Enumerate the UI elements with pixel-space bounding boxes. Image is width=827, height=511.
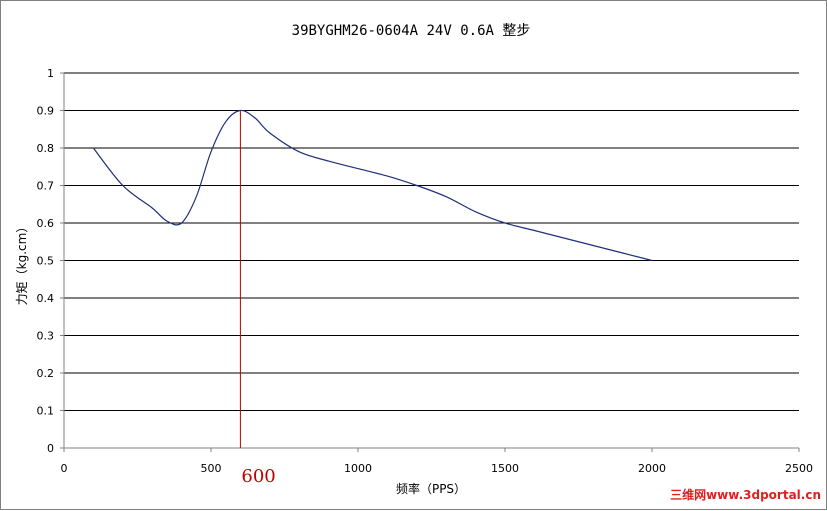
y-tick-label: 0.5 bbox=[37, 255, 55, 268]
x-tick-label: 1500 bbox=[491, 462, 519, 475]
y-tick-label: 0.9 bbox=[37, 105, 55, 118]
axes bbox=[60, 72, 800, 452]
y-tick-label: 0.1 bbox=[37, 405, 55, 418]
y-tick-label: 0.4 bbox=[37, 292, 55, 305]
series-line bbox=[92, 109, 653, 262]
y-tick-label: 0.7 bbox=[37, 180, 55, 193]
x-tick-label: 500 bbox=[201, 462, 222, 475]
x-tick-label: 2000 bbox=[638, 462, 666, 475]
x-tick-label: 2500 bbox=[785, 462, 813, 475]
y-tick-label: 0.8 bbox=[37, 142, 55, 155]
y-tick-label: 0.2 bbox=[37, 367, 55, 380]
watermark-text: 三维网www.3dportal.cn bbox=[670, 487, 821, 502]
marker-label: 600 bbox=[241, 466, 275, 487]
y-tick-label: 0.3 bbox=[37, 330, 55, 343]
y-tick-labels: 0 0.1 0.2 0.3 0.4 0.5 0.6 0.7 0.8 0.9 1 bbox=[37, 67, 55, 455]
y-tick-label: 1 bbox=[47, 67, 54, 80]
marker-group: 600 bbox=[239, 110, 276, 487]
x-tick-label: 0 bbox=[61, 462, 68, 475]
y-tick-label: 0 bbox=[47, 442, 54, 455]
grid-lines bbox=[64, 72, 799, 411]
x-tick-labels: 0 500 1000 1500 2000 2500 bbox=[61, 462, 814, 475]
y-axis-label: 力矩（kg.cm） bbox=[15, 221, 29, 306]
chart-title: 39BYGHM26-0604A 24V 0.6A 整步 bbox=[292, 23, 531, 39]
series-group bbox=[92, 109, 653, 262]
x-tick-label: 1000 bbox=[344, 462, 372, 475]
x-axis-label: 频率（PPS） bbox=[396, 481, 466, 496]
y-tick-label: 0.6 bbox=[37, 217, 55, 230]
